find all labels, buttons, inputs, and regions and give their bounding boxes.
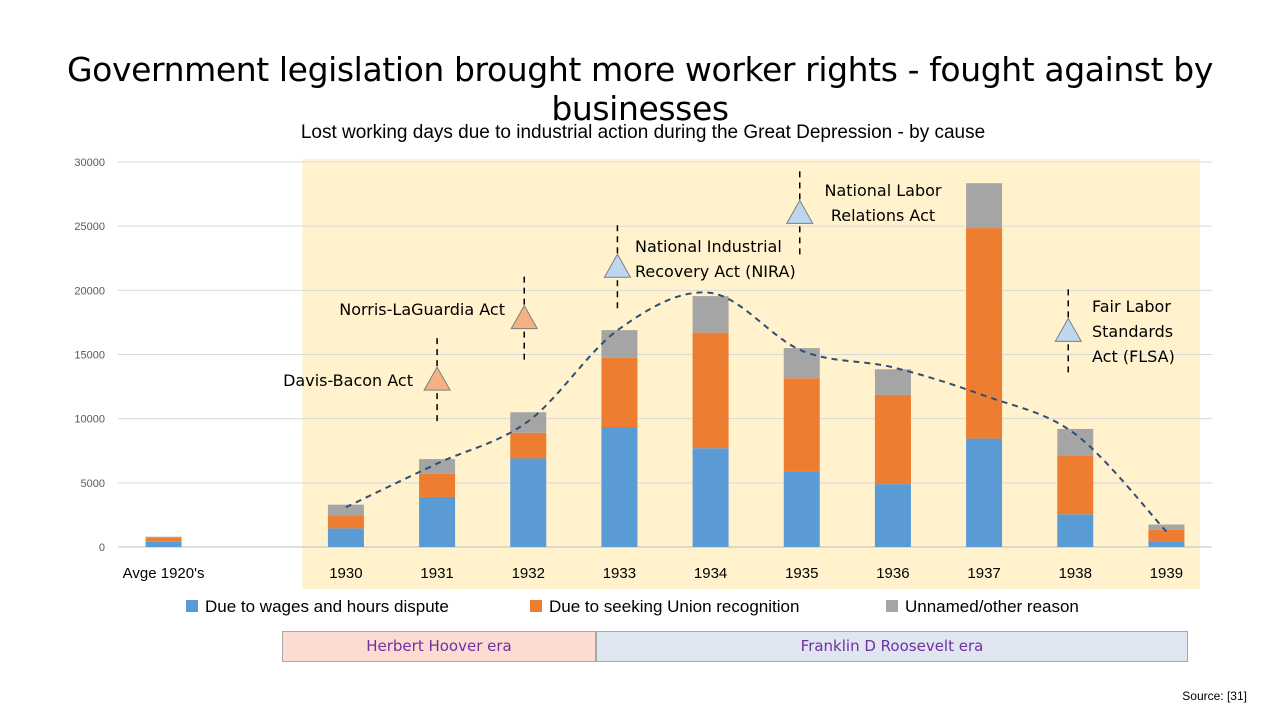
annotation-triangle bbox=[785, 199, 814, 224]
legend-label: Unnamed/other reason bbox=[905, 597, 1079, 616]
x-tick-label: 1934 bbox=[694, 565, 727, 582]
annotation-triangle bbox=[510, 304, 539, 330]
bar-wages bbox=[1148, 541, 1185, 547]
bar-union bbox=[327, 515, 364, 529]
bar-other bbox=[419, 459, 456, 474]
y-tick-label: 30000 bbox=[74, 157, 105, 169]
annotation-label: Standards bbox=[1092, 322, 1173, 341]
bar-wages bbox=[874, 484, 911, 547]
annotation-label: Recovery Act (NIRA) bbox=[635, 262, 796, 281]
bar-union bbox=[510, 432, 547, 459]
x-tick-label: 1938 bbox=[1059, 565, 1092, 582]
annotation-triangle bbox=[603, 253, 632, 278]
annotation-label: Relations Act bbox=[831, 206, 935, 225]
bar-wages bbox=[966, 438, 1003, 547]
bar-wages bbox=[1057, 514, 1094, 547]
bar-wages bbox=[510, 458, 547, 547]
legend-label: Due to wages and hours dispute bbox=[205, 597, 449, 616]
source-note: Source: [31] bbox=[1182, 689, 1247, 703]
annotation-label: Fair Labor bbox=[1092, 297, 1171, 316]
annotation-label: National Labor bbox=[825, 181, 942, 200]
x-tick-label: 1931 bbox=[420, 565, 453, 582]
x-tick-label: 1930 bbox=[329, 565, 362, 582]
bar-other bbox=[692, 296, 729, 333]
era-hoover: Herbert Hoover era bbox=[282, 631, 596, 662]
bar-other bbox=[327, 504, 364, 516]
annotation-label: Norris-LaGuardia Act bbox=[339, 300, 505, 319]
y-tick-label: 0 bbox=[99, 542, 105, 554]
bar-wages bbox=[783, 471, 820, 547]
bar-other bbox=[874, 369, 911, 395]
bar-other bbox=[966, 183, 1003, 229]
bar-wages bbox=[145, 541, 182, 547]
chart-title: Lost working days due to industrial acti… bbox=[301, 122, 985, 143]
bar-other bbox=[510, 412, 547, 433]
y-tick-label: 10000 bbox=[74, 414, 105, 426]
x-tick-label: Avge 1920's bbox=[123, 565, 205, 582]
annotation-triangle bbox=[1054, 317, 1083, 342]
bar-union bbox=[783, 378, 820, 472]
annotation-triangle bbox=[423, 366, 451, 391]
x-tick-label: 1935 bbox=[785, 565, 818, 582]
y-tick-label: 5000 bbox=[81, 478, 105, 490]
slide-title: Government legislation brought more work… bbox=[67, 50, 1213, 128]
x-tick-label: 1936 bbox=[876, 565, 909, 582]
bar-union bbox=[601, 357, 638, 428]
y-tick-label: 15000 bbox=[74, 350, 105, 362]
annotation-label: National Industrial bbox=[635, 237, 782, 256]
bar-union bbox=[692, 332, 729, 449]
bar-other bbox=[1148, 524, 1185, 530]
bar-union bbox=[1148, 529, 1185, 542]
bar-union bbox=[1057, 455, 1094, 515]
x-tick-label: 1937 bbox=[967, 565, 1000, 582]
bar-wages bbox=[692, 448, 729, 547]
bar-union bbox=[145, 538, 182, 542]
legend-swatch bbox=[186, 600, 198, 612]
y-tick-label: 20000 bbox=[74, 285, 105, 297]
bar-union bbox=[966, 228, 1003, 439]
trend-line bbox=[345, 291, 1168, 533]
annotation-label: Davis-Bacon Act bbox=[283, 371, 413, 390]
bar-other bbox=[601, 330, 638, 358]
bar-wages bbox=[419, 496, 456, 547]
bar-union bbox=[874, 394, 911, 485]
bar-wages bbox=[327, 528, 364, 547]
x-tick-label: 1939 bbox=[1150, 565, 1183, 582]
x-tick-label: 1933 bbox=[603, 565, 636, 582]
bar-wages bbox=[601, 427, 638, 547]
legend-swatch bbox=[530, 600, 542, 612]
x-tick-label: 1932 bbox=[512, 565, 545, 582]
annotation-label: Act (FLSA) bbox=[1092, 347, 1175, 366]
legend-label: Due to seeking Union recognition bbox=[549, 597, 799, 616]
y-tick-label: 25000 bbox=[74, 221, 105, 233]
bar-other bbox=[145, 536, 182, 539]
era-roosevelt: Franklin D Roosevelt era bbox=[596, 631, 1188, 662]
bar-other bbox=[783, 348, 820, 379]
bar-union bbox=[419, 473, 456, 497]
legend-swatch bbox=[886, 600, 898, 612]
